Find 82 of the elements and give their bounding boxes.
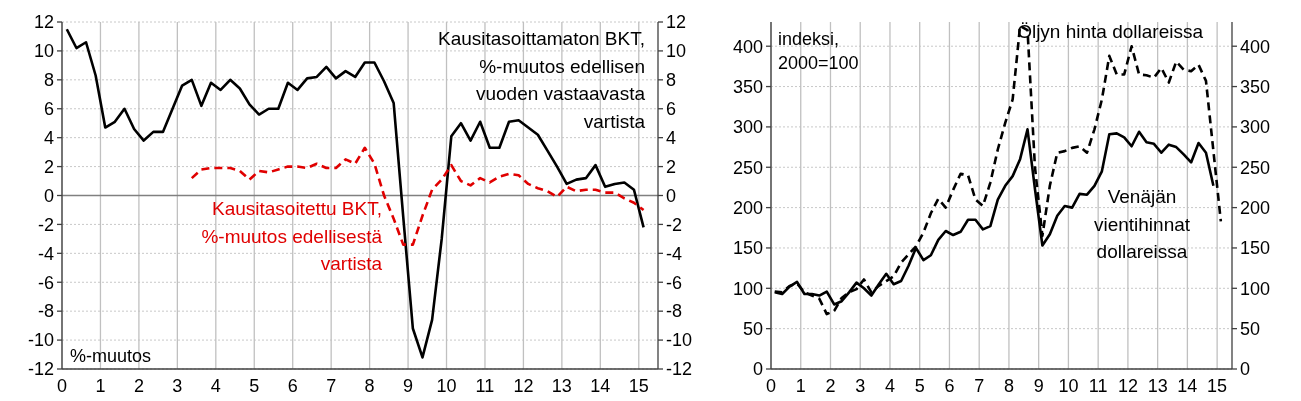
- y-tick-label: 100: [732, 278, 763, 299]
- series-label: Venäjän vientihinnat dollareissa: [1093, 186, 1191, 262]
- y2-tick-label: -2: [666, 214, 683, 235]
- x-tick-label: 6: [944, 376, 955, 396]
- x-tick-label: 1: [95, 376, 106, 396]
- y-tick-label: -8: [37, 301, 54, 322]
- y2-tick-label: 400: [1240, 36, 1271, 57]
- y-tick-label: 8: [43, 70, 54, 91]
- y-tick-label: 0: [43, 185, 54, 206]
- y2-tick-label: 8: [666, 70, 677, 91]
- x-tick-label: 7: [974, 376, 985, 396]
- x-tick-label: 14: [590, 376, 611, 396]
- y2-tick-label: 0: [666, 185, 677, 206]
- y2-tick-label: 50: [1240, 318, 1261, 339]
- y2-tick-label: -6: [666, 272, 683, 293]
- x-tick-label: 13: [1147, 376, 1168, 396]
- x-tick-label: 15: [628, 376, 649, 396]
- annotation: indeksi, 2000=100: [778, 29, 859, 73]
- y-tick-label: -10: [27, 330, 54, 351]
- x-tick-label: 13: [551, 376, 572, 396]
- x-tick-label: 9: [403, 376, 414, 396]
- x-tick-label: 2: [133, 376, 144, 396]
- y2-tick-label: 0: [1240, 359, 1251, 380]
- x-tick-label: 3: [855, 376, 866, 396]
- y-tick-label: 4: [43, 127, 54, 148]
- y-tick-label: 2: [43, 156, 54, 177]
- y2-tick-label: -12: [666, 359, 693, 380]
- y-tick-label: 10: [33, 41, 54, 62]
- y2-tick-label: 200: [1240, 197, 1271, 218]
- y-tick-label: 350: [732, 76, 763, 97]
- series-label: Kausitasoittamaton BKT, %-muutos edellisen vuoden vastaavasta vartista: [438, 28, 646, 132]
- x-tick-label: 10: [1058, 376, 1079, 396]
- x-tick-label: 11: [475, 376, 495, 396]
- y2-tick-label: 6: [666, 99, 677, 120]
- x-tick-label: 12: [513, 376, 534, 396]
- line-series: [190, 146, 645, 246]
- x-tick-label: 5: [914, 376, 925, 396]
- x-tick-label: 15: [1207, 376, 1228, 396]
- y-tick-label: 150: [732, 238, 763, 259]
- y-tick-label: 50: [742, 318, 763, 339]
- y2-tick-label: 12: [666, 12, 687, 33]
- y-tick-label: 250: [732, 157, 763, 178]
- annotation: %-muutos: [70, 346, 152, 366]
- y-tick-label: -4: [37, 243, 54, 264]
- y-tick-label: -12: [27, 359, 54, 380]
- y-tick-label: 400: [732, 36, 763, 57]
- y2-tick-label: -8: [666, 301, 683, 322]
- series-label: Kausitasoitettu BKT, %-muutos edellisestä vartista: [201, 198, 383, 274]
- y2-tick-label: 300: [1240, 117, 1271, 138]
- x-tick-label: 4: [884, 376, 895, 396]
- y2-tick-label: 250: [1240, 157, 1271, 178]
- x-tick-label: 8: [1003, 376, 1014, 396]
- y2-tick-label: 350: [1240, 76, 1271, 97]
- x-tick-label: 9: [1033, 376, 1044, 396]
- y2-tick-label: 4: [666, 127, 677, 148]
- x-tick-label: 14: [1177, 376, 1198, 396]
- x-tick-label: 11: [1088, 376, 1108, 396]
- y2-tick-label: 150: [1240, 238, 1271, 259]
- y-tick-label: 200: [732, 197, 763, 218]
- x-tick-label: 2: [825, 376, 836, 396]
- y-tick-label: -6: [37, 272, 54, 293]
- x-tick-label: 0: [765, 376, 777, 396]
- x-tick-label: 0: [56, 376, 68, 396]
- x-tick-label: 8: [364, 376, 375, 396]
- y2-tick-label: 2: [666, 156, 677, 177]
- y-tick-label: 12: [33, 12, 54, 33]
- x-tick-label: 12: [1117, 376, 1138, 396]
- y2-tick-label: 100: [1240, 278, 1271, 299]
- x-tick-label: 6: [287, 376, 298, 396]
- x-tick-label: 1: [795, 376, 806, 396]
- y-tick-label: 300: [732, 117, 763, 138]
- x-tick-label: 5: [249, 376, 260, 396]
- x-tick-label: 10: [436, 376, 457, 396]
- y-tick-label: -2: [37, 214, 54, 235]
- x-tick-label: 3: [172, 376, 183, 396]
- y2-tick-label: 10: [666, 41, 687, 62]
- x-tick-label: 7: [326, 376, 337, 396]
- y-tick-label: 6: [43, 99, 54, 120]
- x-tick-label: 4: [210, 376, 221, 396]
- y2-tick-label: -10: [666, 330, 693, 351]
- y2-tick-label: -4: [666, 243, 683, 264]
- y-tick-label: 0: [752, 359, 763, 380]
